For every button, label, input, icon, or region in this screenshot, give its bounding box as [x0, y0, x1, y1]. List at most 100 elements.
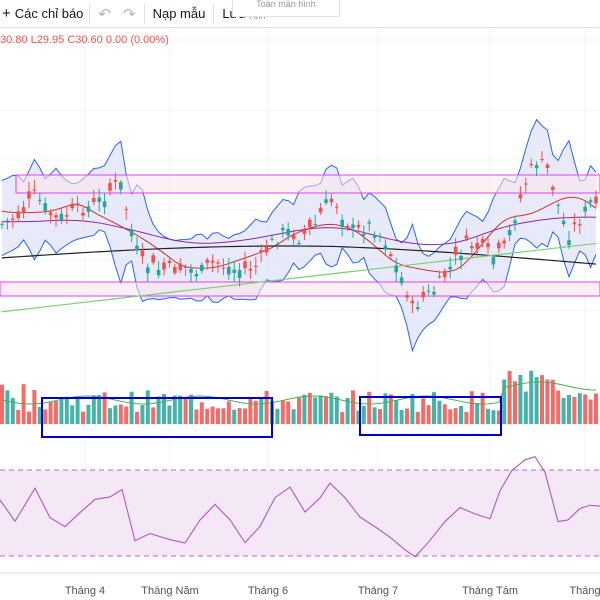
candle-body — [475, 243, 479, 249]
candle-body — [302, 229, 307, 234]
candle-body — [151, 255, 155, 263]
volume-bar — [216, 408, 220, 424]
candle-body — [572, 222, 577, 225]
volume-bar — [108, 408, 112, 424]
volume-bar — [199, 402, 204, 424]
candle-body — [588, 200, 593, 203]
volume-bar — [172, 395, 177, 424]
volume-bar — [324, 396, 328, 424]
candle-body — [65, 215, 69, 217]
volume-bar — [340, 411, 345, 424]
candle-body — [162, 262, 166, 270]
candle-body — [254, 265, 258, 267]
candle-body — [540, 159, 544, 161]
volume-bar — [70, 405, 75, 424]
candle-body — [270, 238, 274, 240]
volume-bar — [567, 395, 571, 424]
volume-bar — [529, 370, 534, 424]
load-template-button[interactable]: Nạp mẫu — [145, 0, 214, 27]
volume-bar — [162, 394, 166, 424]
candle-body — [243, 261, 247, 269]
volume-bar — [16, 409, 21, 424]
resistance-zone — [15, 174, 600, 194]
moving-average-green — [1, 242, 597, 313]
volume-bar — [577, 393, 582, 424]
candle-body — [594, 196, 598, 204]
candle-body — [140, 250, 145, 257]
volume-bar — [356, 410, 361, 424]
redo-button[interactable]: ↷ — [119, 0, 144, 27]
candle-body — [237, 270, 242, 279]
volume-bar — [550, 379, 555, 424]
indicators-label: Các chỉ báo — [14, 6, 84, 21]
volume-bar — [442, 404, 447, 424]
volume-bar — [367, 391, 372, 424]
volume-bar — [205, 408, 210, 424]
candle-body — [329, 198, 334, 203]
volume-bar — [248, 399, 253, 424]
volume-bar — [426, 405, 431, 424]
candle-body — [497, 242, 501, 249]
volume-bar — [361, 405, 366, 424]
toolbar-divider — [213, 3, 215, 24]
volume-bar — [81, 411, 85, 424]
volume-bar — [507, 370, 512, 424]
moving-average-red — [1, 196, 597, 273]
volume-bar — [453, 408, 458, 424]
candle-body — [389, 254, 393, 257]
indicators-button[interactable]: + Các chỉ báo — [0, 0, 89, 27]
candle-body — [308, 219, 312, 228]
undo-button[interactable]: ↶ — [90, 0, 119, 27]
volume-bar — [140, 405, 145, 424]
volume-bar — [243, 408, 247, 424]
candle-body — [86, 206, 91, 212]
candle-body — [491, 257, 496, 265]
candle-body — [432, 291, 436, 295]
candle-body — [324, 199, 328, 203]
volume-bar — [264, 391, 269, 424]
candle-body — [437, 276, 442, 278]
candle-body — [362, 233, 366, 236]
candle-body — [286, 228, 290, 236]
candle-body — [281, 227, 285, 231]
time-axis-label: Tháng 6 — [248, 585, 288, 597]
volume-bar — [469, 391, 474, 424]
volume-bar — [302, 394, 307, 424]
volume-bar — [513, 381, 517, 424]
candle-body — [529, 163, 533, 165]
volume-bar — [151, 407, 156, 424]
volume-bar — [572, 396, 577, 424]
candle-body — [405, 295, 409, 298]
candle-body — [394, 265, 398, 273]
candle-body — [124, 208, 128, 210]
legend-high: 30.80 — [0, 34, 28, 46]
volume-bar — [437, 400, 442, 424]
volume-bar — [178, 395, 183, 424]
candle-body — [567, 240, 571, 246]
volume-bar — [545, 379, 550, 424]
volume-bar — [43, 409, 48, 424]
volume-bar — [486, 408, 490, 424]
candle-body — [345, 225, 350, 228]
candle-body — [556, 204, 560, 206]
volume-bar — [226, 401, 231, 424]
time-axis[interactable]: Tháng 4 Tháng Năm Tháng 6 Tháng 7 Tháng Tám T… — [0, 572, 600, 597]
volume-bar — [64, 396, 69, 424]
moving-average-purple — [1, 216, 597, 246]
volume-bar — [194, 409, 199, 424]
volume-bar — [280, 400, 285, 424]
price-pane[interactable] — [0, 30, 600, 560]
toolbar-divider — [143, 3, 145, 24]
candle-body — [383, 245, 388, 250]
candle-body — [318, 208, 323, 213]
candle-body — [518, 194, 523, 199]
candle-body — [32, 189, 37, 191]
volume-bar — [37, 407, 42, 424]
volume-bar — [156, 396, 161, 424]
candle-body — [119, 182, 123, 190]
candle-body — [205, 259, 209, 263]
volume-bar — [583, 394, 588, 424]
volume-bar — [129, 391, 134, 424]
volume-bar — [540, 375, 544, 424]
